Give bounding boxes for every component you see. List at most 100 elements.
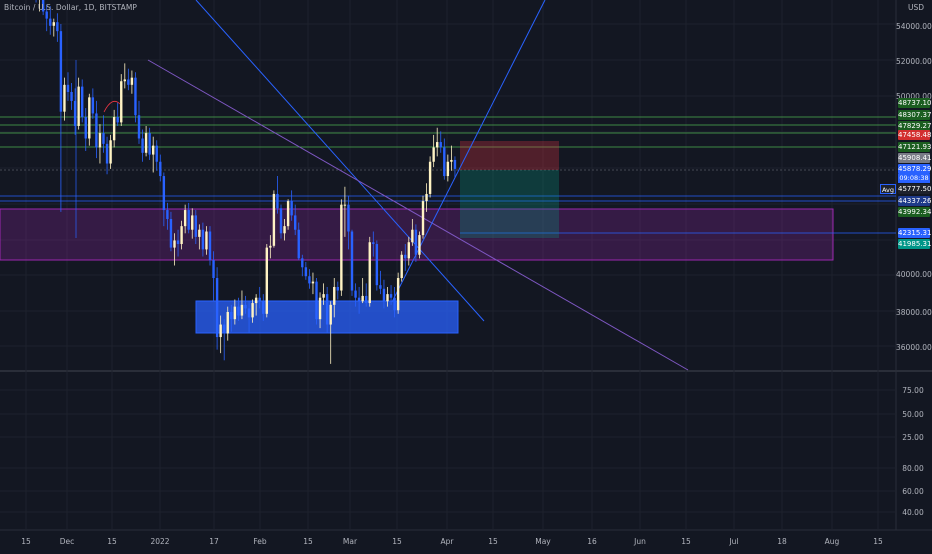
time-tick: Jun [634, 537, 646, 546]
time-tick: 15 [392, 537, 402, 546]
candle-78 [286, 199, 290, 230]
candle-73 [269, 235, 272, 259]
candle-81 [297, 222, 300, 261]
currency-label[interactable]: USD [907, 3, 924, 12]
candle-10 [45, 4, 48, 32]
candle-110 [400, 251, 403, 282]
candle-27 [105, 136, 109, 175]
candle-body [98, 133, 102, 148]
candle-body [340, 204, 343, 291]
candle-50 [187, 202, 190, 234]
price-label: 47458.48 [898, 130, 932, 140]
candle-body [198, 229, 201, 237]
trendline-blue-up [391, 0, 546, 303]
candle-68 [251, 299, 254, 323]
candle-body [318, 297, 322, 320]
candle-49 [183, 204, 187, 234]
candle-body [446, 161, 450, 177]
candle-body [91, 97, 95, 114]
candle-body [436, 142, 439, 148]
avg-tag[interactable]: Avg [880, 184, 896, 194]
candle-body [240, 304, 244, 316]
candle-body [152, 145, 155, 155]
candle-61 [226, 306, 229, 341]
candle-body [141, 138, 144, 153]
candle-66 [244, 295, 247, 314]
candle-107 [389, 285, 393, 305]
candle-body [144, 133, 148, 153]
candle-body [215, 278, 219, 338]
candle-body [365, 295, 368, 304]
candle-body [105, 143, 109, 164]
candle-106 [386, 286, 389, 307]
candle-123 [446, 154, 450, 182]
candle-body [41, 0, 45, 12]
candle-15 [63, 77, 66, 121]
candle-body [70, 91, 73, 101]
take-profit-zone [460, 170, 559, 238]
candle-body [173, 240, 176, 248]
candle-body [247, 308, 251, 318]
price-tick: 54000.00 [896, 22, 932, 31]
time-tick: Mar [342, 537, 358, 546]
candle-body [272, 193, 276, 246]
symbol-title[interactable]: Bitcoin / U.S. Dollar, 1D, BITSTAMP [4, 3, 138, 12]
time-tick: 15 [303, 537, 313, 546]
candle-body [137, 115, 141, 139]
candle-102 [372, 231, 375, 257]
indicator-tick: 50.00 [902, 410, 924, 419]
candle-body [123, 79, 126, 82]
candle-120 [436, 127, 439, 157]
candle-62 [230, 304, 233, 332]
candle-84 [308, 269, 311, 289]
candle-91 [333, 278, 336, 318]
candle-body [84, 117, 87, 139]
candle-72 [265, 244, 268, 318]
candle-97 [354, 283, 357, 307]
stop-loss-zone [460, 141, 559, 170]
candle-body [354, 290, 357, 298]
candle-19 [77, 77, 80, 130]
candle-body [81, 86, 84, 118]
candle-12 [52, 18, 55, 37]
candle-body [400, 254, 403, 279]
candle-83 [304, 261, 308, 280]
trendline-purple-down [147, 59, 689, 371]
candle-body [411, 229, 414, 243]
candle-body [343, 204, 347, 206]
candle-body [279, 208, 283, 234]
candle-111 [404, 244, 407, 271]
time-tick: 15 [21, 537, 31, 546]
candle-24 [95, 100, 98, 159]
candle-body [297, 229, 300, 259]
candle-9 [41, 0, 45, 16]
candle-119 [432, 134, 435, 168]
candle-79 [290, 190, 293, 221]
candle-115 [418, 231, 421, 259]
time-tick: 15 [873, 537, 883, 546]
candle-body [254, 297, 258, 304]
candle-8 [39, 0, 40, 12]
price-tick: 50000.00 [896, 92, 932, 101]
price-label: 45777.50 [898, 184, 932, 194]
candle-100 [365, 283, 368, 307]
candle-body [130, 77, 134, 85]
candle-125 [453, 156, 457, 178]
time-tick: Aug [824, 537, 840, 546]
candle-body [191, 215, 194, 230]
candle-48 [180, 220, 183, 250]
candle-109 [396, 272, 400, 314]
candle-104 [379, 270, 382, 295]
candle-body [396, 278, 400, 311]
candle-body [102, 133, 105, 144]
candle-body [453, 159, 457, 169]
candle-body [159, 161, 162, 177]
candle-117 [425, 183, 428, 212]
candle-body [180, 226, 183, 245]
candle-body [443, 147, 446, 177]
candle-35 [134, 72, 137, 123]
candle-body [276, 193, 279, 209]
price-label: 45878.29 [898, 164, 932, 174]
